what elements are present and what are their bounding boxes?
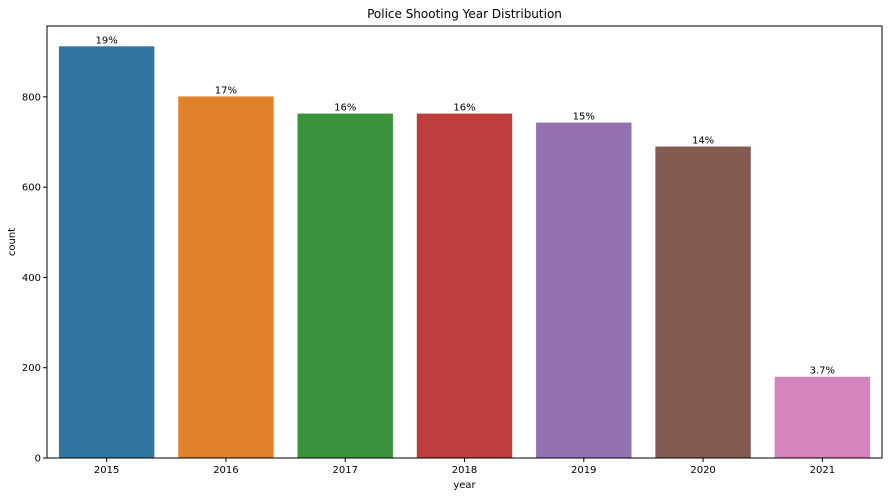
data-label-2017: 16% (334, 103, 356, 114)
data-label-2020: 14% (692, 136, 714, 147)
data-label-2019: 15% (573, 112, 595, 123)
bar-2021 (774, 376, 871, 458)
bar-2017 (297, 113, 393, 458)
x-axis: 2015 2016 2017 2018 2019 2020 2021 (94, 458, 835, 476)
x-tick-label-2016: 2016 (213, 465, 238, 476)
y-tick-label-0: 0 (35, 454, 41, 465)
x-tick-label-2017: 2017 (332, 465, 357, 476)
bar-2018 (416, 113, 513, 458)
bar-2020 (655, 146, 751, 458)
bar-2016 (178, 96, 274, 459)
plot-frame (46, 25, 883, 459)
data-labels-layer: 19% 17% 16% 16% 15% 14% 3.7% (96, 35, 836, 376)
data-label-2021: 3.7% (810, 366, 835, 377)
y-tick-label-800: 800 (22, 92, 41, 103)
bar-2019 (536, 122, 632, 459)
x-tick-label-2015: 2015 (94, 465, 119, 476)
bars-layer (58, 46, 871, 459)
y-tick-label-200: 200 (22, 363, 41, 374)
x-axis-label: year (453, 480, 476, 491)
y-axis: 0 200 400 600 800 (22, 92, 47, 465)
data-label-2016: 17% (215, 85, 237, 96)
x-tick-label-2020: 2020 (690, 465, 715, 476)
chart-title: Police Shooting Year Distribution (367, 7, 562, 21)
y-axis-label: count (7, 228, 18, 256)
bar-2015 (58, 46, 155, 459)
data-label-2018: 16% (453, 103, 475, 114)
y-tick-label-600: 600 (22, 183, 41, 194)
x-tick-label-2019: 2019 (571, 465, 596, 476)
data-label-2015: 19% (96, 35, 118, 46)
y-tick-label-400: 400 (22, 273, 41, 284)
x-tick-label-2021: 2021 (810, 465, 835, 476)
x-tick-label-2018: 2018 (452, 465, 477, 476)
